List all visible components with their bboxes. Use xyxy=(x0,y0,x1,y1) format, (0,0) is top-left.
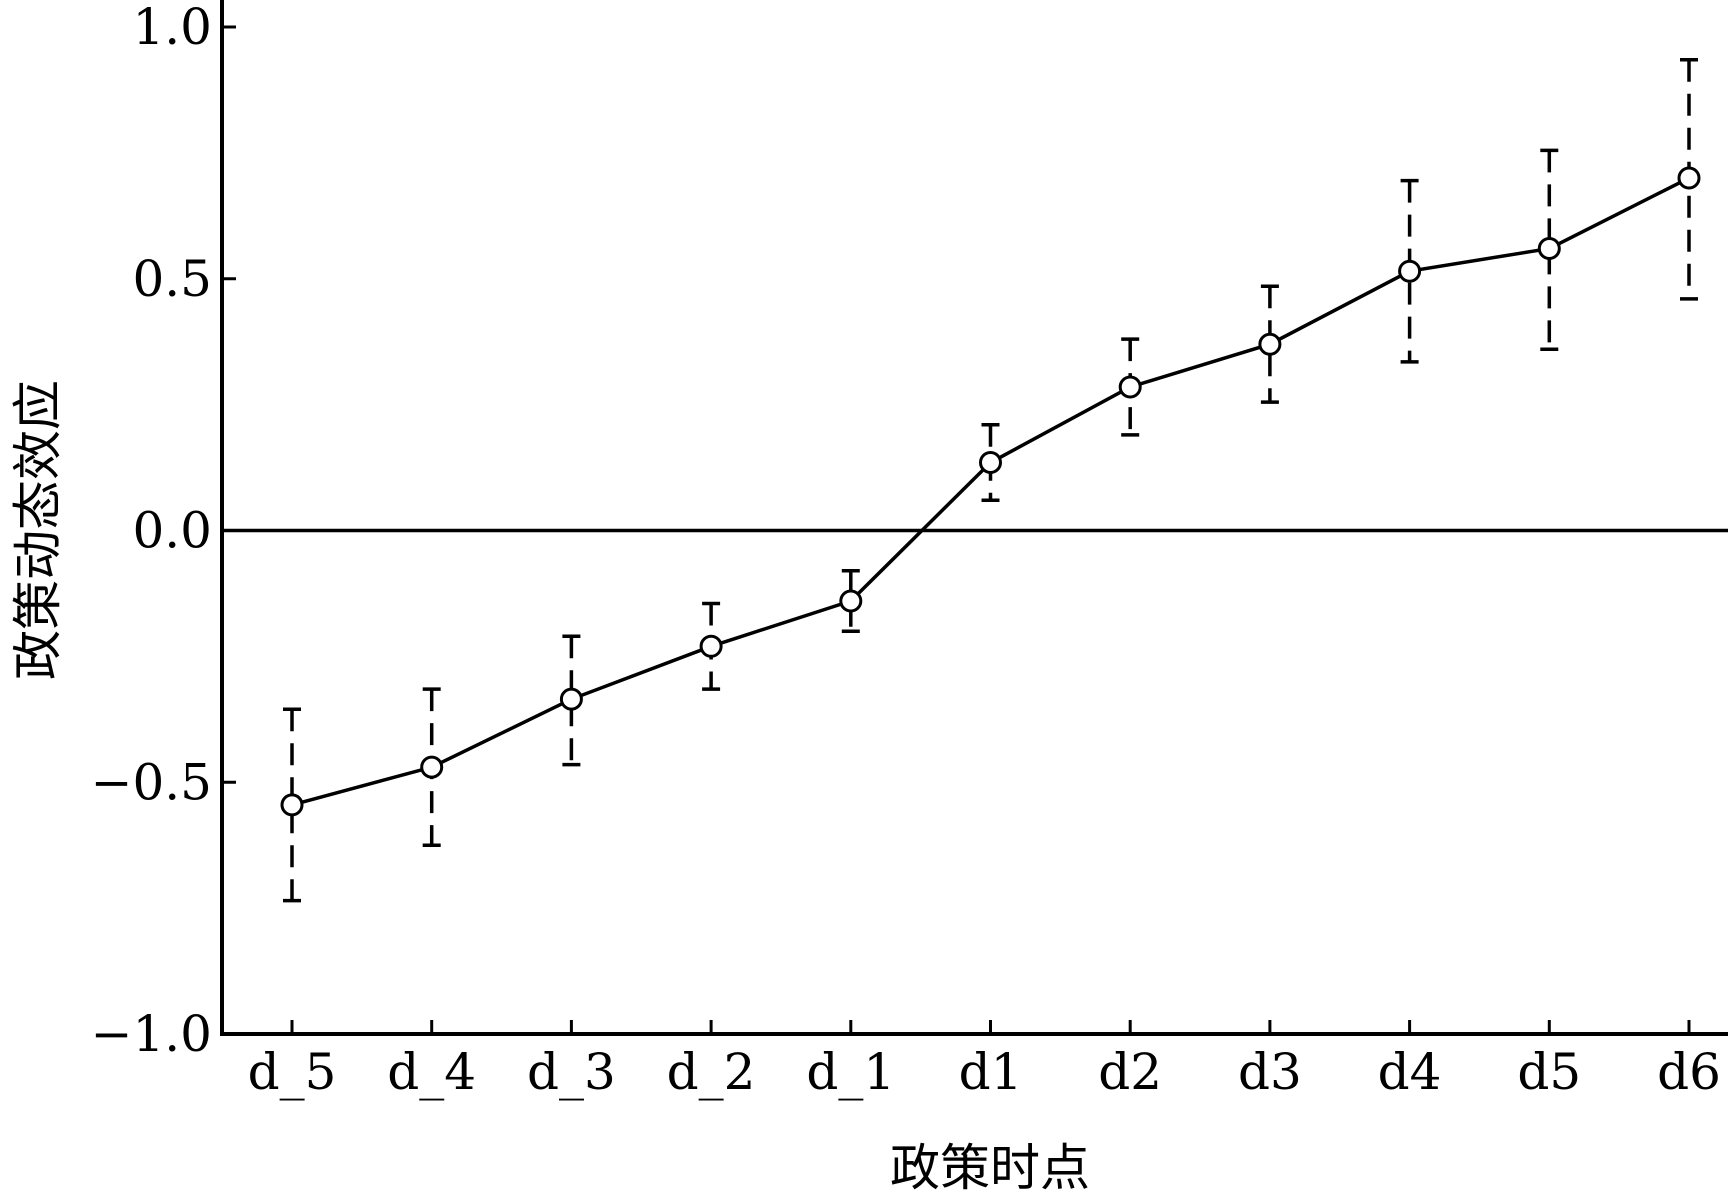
x-tick-label: d_5 xyxy=(248,1043,337,1101)
x-axis-ticks: d_5 d_4 d_3 d_2 d_1 d1 d2 d3 d4 d5 d6 xyxy=(248,1020,1721,1101)
x-tick-label: d5 xyxy=(1517,1043,1581,1101)
y-axis-ticks: 1.0 0.5 0.0 −0.5 −1.0 xyxy=(91,0,236,1063)
data-point xyxy=(1118,375,1142,399)
data-point xyxy=(979,451,1002,475)
data-point xyxy=(420,755,444,779)
y-tick-label: 0.0 xyxy=(132,502,212,560)
data-point xyxy=(559,687,583,711)
x-tick-label: d2 xyxy=(1098,1043,1162,1101)
x-tick-label: d4 xyxy=(1378,1043,1442,1101)
error-bars xyxy=(283,57,1698,903)
data-point xyxy=(280,793,304,817)
y-tick-label: 0.5 xyxy=(132,250,212,308)
data-point xyxy=(1398,259,1422,283)
data-point xyxy=(1537,237,1561,261)
x-tick-label: d6 xyxy=(1657,1043,1721,1101)
data-point xyxy=(839,589,863,613)
series-line xyxy=(291,176,1690,807)
x-tick-label: d_2 xyxy=(667,1043,756,1101)
x-tick-label: d1 xyxy=(959,1043,1023,1101)
data-point xyxy=(1677,166,1701,190)
y-tick-label: 1.0 xyxy=(132,0,212,56)
x-tick-label: d_3 xyxy=(527,1043,616,1101)
y-axis-title: 政策动态效应 xyxy=(9,380,67,680)
x-axis-title: 政策时点 xyxy=(890,1139,1090,1197)
y-tick-label: −1.0 xyxy=(91,1005,212,1063)
data-point xyxy=(699,634,723,658)
x-tick-label: d_4 xyxy=(387,1043,476,1101)
data-points xyxy=(280,166,1701,817)
series-polyline xyxy=(291,176,1690,807)
x-tick-label: d3 xyxy=(1238,1043,1302,1101)
data-point xyxy=(1258,332,1282,356)
axes xyxy=(220,0,1728,1036)
x-tick-label: d_1 xyxy=(806,1043,895,1101)
y-tick-label: −0.5 xyxy=(91,753,212,811)
